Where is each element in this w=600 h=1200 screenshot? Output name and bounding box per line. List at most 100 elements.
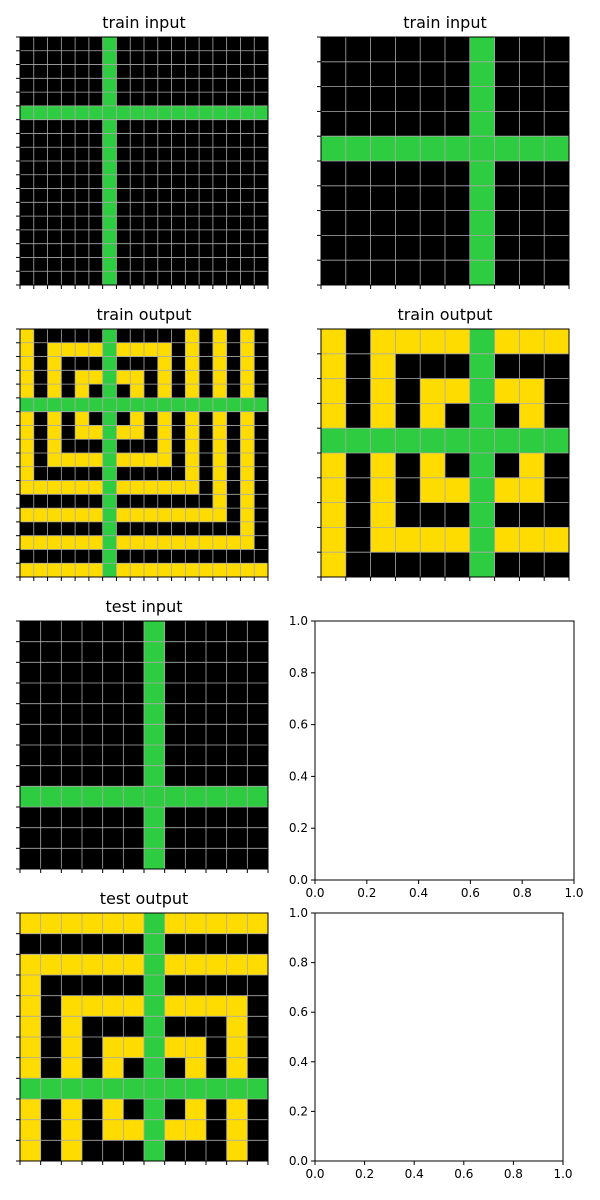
grid-cell (33, 466, 48, 481)
grid-cell (254, 397, 269, 413)
grid-cell (370, 86, 396, 112)
grid-cell (88, 329, 104, 344)
grid-cell (157, 439, 172, 454)
grid-cell (102, 641, 124, 663)
grid-cell (164, 913, 186, 935)
grid-cell (33, 271, 48, 286)
grid-cell (82, 1140, 104, 1162)
grid-cell (494, 353, 520, 379)
grid-cell (144, 37, 159, 52)
grid-cell (47, 92, 62, 107)
axes-frame (19, 36, 269, 286)
grid-cell (88, 229, 104, 245)
grid-cell (33, 119, 48, 134)
grid-cell (47, 243, 62, 258)
grid-cell (206, 1140, 228, 1162)
grid-cell (61, 147, 76, 162)
grid-cell (61, 384, 76, 399)
grid-cell (226, 913, 248, 935)
grid-cell (20, 411, 35, 426)
grid-cell (123, 1099, 145, 1121)
grid-cell (123, 933, 145, 955)
grid-cell (47, 356, 62, 371)
grid-cell (185, 329, 200, 344)
grid-cell (47, 563, 62, 578)
grid-cell (33, 50, 48, 65)
grid-cell (469, 477, 495, 503)
grid-cell (82, 1119, 104, 1141)
grid-cell (20, 621, 42, 643)
grid-cell (226, 1078, 248, 1100)
grid-cell (61, 439, 76, 454)
grid-cell (469, 185, 495, 211)
grid-cell (185, 1037, 207, 1059)
grid-cell (123, 786, 145, 808)
x-tick-label: 1.0 (564, 886, 583, 900)
grid-cell (157, 229, 172, 245)
grid-cell (144, 480, 159, 495)
grid-cell (20, 243, 35, 258)
grid-cell (206, 933, 228, 955)
grid-cell (102, 1099, 124, 1121)
tick-marks (16, 620, 269, 873)
grid-cell (20, 480, 35, 495)
grid-cell (102, 329, 117, 344)
grid-cell (88, 174, 104, 189)
grid-cell (102, 257, 117, 272)
grid-cell (240, 356, 255, 371)
grid-cell (254, 370, 269, 385)
grid-cell (494, 61, 520, 87)
grid-cell (185, 229, 200, 245)
grid-cell (469, 210, 495, 236)
grid-cell (254, 466, 269, 481)
grid-cell (144, 745, 166, 767)
grid-cell (164, 827, 186, 849)
grid-cell (20, 954, 42, 976)
grid-cell (226, 703, 248, 725)
grid-cell (185, 1140, 207, 1162)
grid-cell (171, 50, 186, 65)
grid-cell (185, 466, 200, 481)
grid-cell (75, 453, 90, 468)
grid-cell (130, 119, 145, 134)
grid-cell (212, 174, 228, 189)
grid-cell (20, 119, 35, 134)
grid-cell (519, 61, 545, 87)
grid-cell (40, 683, 62, 705)
grid-cell (144, 1140, 166, 1162)
grid-cell (494, 210, 520, 236)
grid-cell (144, 807, 166, 829)
grid-cell (75, 397, 90, 413)
grid-cell (185, 494, 200, 509)
grid-cell (544, 477, 570, 503)
grid-cell (20, 257, 35, 272)
grid-cell (395, 37, 421, 63)
grid-cell (212, 494, 228, 509)
grid-cell (185, 549, 200, 564)
grid-cell (40, 724, 62, 746)
grid-cell (102, 466, 117, 481)
grid-cell (20, 64, 35, 79)
grid-cell (199, 370, 214, 385)
grid-cell (519, 403, 545, 429)
grid-cell (185, 50, 200, 65)
grid-cell (226, 765, 248, 787)
grid-cell (212, 147, 228, 162)
grid-cell (88, 370, 104, 385)
grid-cell (123, 807, 145, 829)
grid-cell (370, 428, 396, 454)
grid-cell (185, 563, 200, 578)
grid-cell (395, 185, 421, 211)
grid-cell (321, 136, 347, 162)
grid-cell (130, 161, 145, 176)
grid-cell (116, 271, 131, 286)
grid-cell (544, 235, 570, 261)
x-tick-label: 0.2 (355, 1167, 374, 1181)
grid-cell (157, 384, 172, 399)
grid-cell (102, 1119, 124, 1141)
grid-cell (171, 216, 186, 231)
grid-cell (185, 78, 200, 93)
grid-cell (82, 1057, 104, 1079)
grid-cell (171, 397, 186, 413)
grid-cell (206, 1016, 228, 1038)
